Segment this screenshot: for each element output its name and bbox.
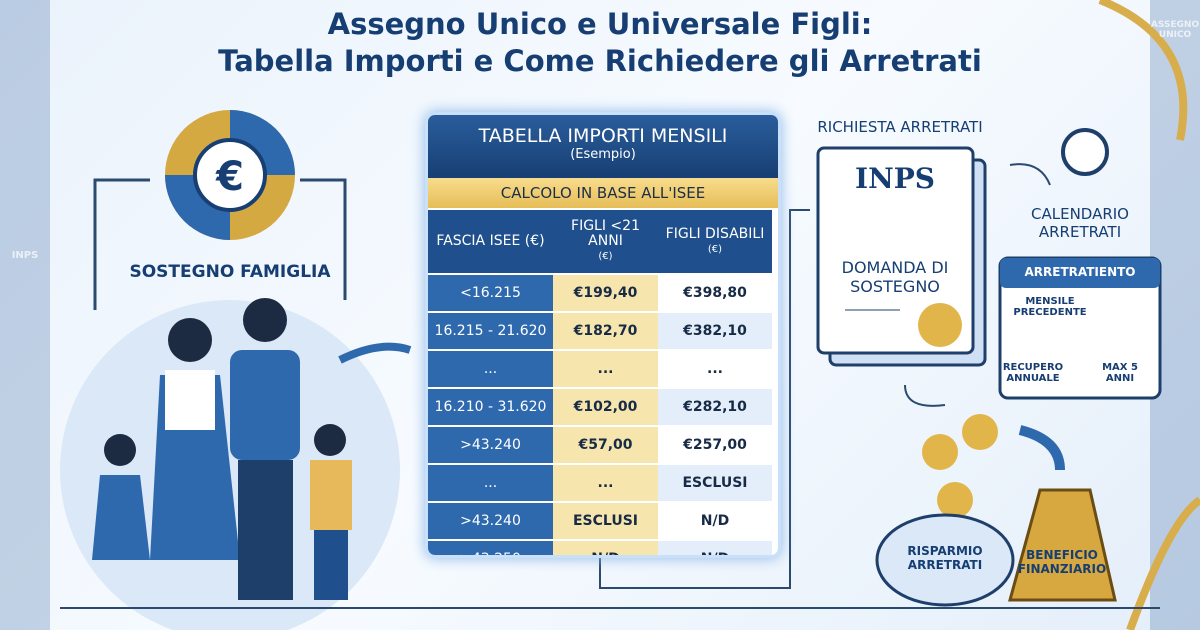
table-band: CALCOLO IN BASE ALL'ISEE — [428, 178, 778, 208]
table-cell: €182,70 — [553, 313, 658, 349]
table-cell: ESCLUSI — [658, 465, 772, 501]
table-cell: 16.210 - 31.620 — [428, 389, 553, 425]
header-label: FIGLI <21 ANNI — [571, 218, 640, 249]
header-cell: FIGLI DISABILI (€) — [658, 210, 772, 273]
amount-table: TABELLA IMPORTI MENSILI (Esempio) CALCOLO… — [425, 112, 781, 558]
table-row: >43.250N/DN/D — [428, 539, 778, 555]
title-line: Tabella Importi e Come Richiedere gli Ar… — [218, 44, 982, 78]
decor-circle — [922, 434, 958, 470]
header-cell: FASCIA ISEE (€) — [428, 210, 553, 273]
decor-path — [1008, 488, 1117, 602]
header-cell: FIGLI <21 ANNI (€) — [553, 210, 658, 273]
decor-text: € — [215, 154, 244, 200]
decor-circle — [168, 318, 212, 362]
table-subtitle: (Esempio) — [570, 147, 636, 162]
table-cell: €398,80 — [658, 275, 772, 311]
decor-path — [1126, 496, 1200, 630]
table-cell: 16.215 - 21.620 — [428, 313, 553, 349]
decor-rect — [238, 460, 293, 600]
calendar-right: MAX 5 ANNI — [1102, 362, 1138, 384]
title: Assegno Unico e Universale Figli: Tabell… — [0, 6, 1200, 80]
table-cell: €282,10 — [658, 389, 772, 425]
table-row: >43.240 ESCLUSI N/D — [428, 501, 778, 539]
decor-path — [1098, 0, 1188, 141]
decor-path — [904, 384, 946, 407]
header-row: FASCIA ISEE (€) FIGLI <21 ANNI (€) FIGLI DI… — [428, 208, 778, 273]
piggy-label: RISPARMIO ARRETRATI — [907, 544, 983, 572]
calendar-header: ARRETRATIENTO — [1024, 265, 1136, 279]
table-cell: ... — [553, 351, 658, 387]
table-cell: N/D — [553, 541, 658, 555]
decor-circle — [962, 414, 998, 450]
decor-circle — [918, 303, 962, 347]
decor-circle — [104, 434, 136, 466]
doc-text: DOMANDA DI SOSTEGNO — [841, 258, 949, 296]
decor-circle — [193, 138, 267, 212]
decor-rect — [0, 0, 50, 630]
left-label: SOSTEGNO FAMIGLIA — [129, 262, 331, 282]
header-unit: (€) — [707, 243, 723, 255]
table-cell: €102,00 — [553, 389, 658, 425]
table-row: 16.210 - 31.620 €102,00 €282,10 — [428, 387, 778, 425]
table-cell: €199,40 — [553, 275, 658, 311]
table-row: <16.215 €199,40 €398,80 — [428, 273, 778, 311]
table-heading: TABELLA IMPORTI MENSILI — [478, 125, 728, 147]
table-cell: >43.250 — [428, 541, 553, 555]
table-cell: €257,00 — [658, 427, 772, 463]
table-cell: ... — [428, 351, 553, 387]
table-cell: ... — [553, 465, 658, 501]
header-unit: (€) — [598, 251, 613, 262]
table-cell: ... — [658, 351, 772, 387]
calendar-title: CALENDARIO ARRETRATI — [1031, 205, 1129, 241]
decor-circle — [243, 298, 287, 342]
decor-circle — [1061, 128, 1109, 176]
bag-label: BENEFICIO FINANZIARIO — [1017, 548, 1107, 576]
table-row: ...... ESCLUSI — [428, 463, 778, 501]
decor-path — [599, 209, 810, 589]
decor-ellipse — [875, 513, 1015, 607]
decor-rect — [314, 530, 348, 600]
table-cell: >43.240 — [428, 427, 553, 463]
calendar-row: MENSILE PRECEDENTE — [1013, 296, 1087, 318]
table-row: >43.240 €57,00 €257,00 — [428, 425, 778, 463]
table-cell: >43.240 — [428, 503, 553, 539]
decor-path — [1009, 163, 1051, 186]
table-cell: ... — [428, 465, 553, 501]
table-cell: N/D — [658, 541, 772, 555]
header-label: FASCIA ISEE (€) — [436, 233, 545, 249]
table-cell: ESCLUSI — [553, 503, 658, 539]
decor-path — [93, 178, 347, 310]
table-row: ......... — [428, 349, 778, 387]
decor-rect — [230, 350, 300, 460]
decor-path — [92, 475, 150, 560]
right-title: RICHIESTA ARRETRATI — [817, 118, 983, 136]
decor-rect — [1000, 258, 1160, 288]
decor-rect — [816, 146, 975, 355]
table-title: TABELLA IMPORTI MENSILI (Esempio) — [428, 115, 778, 178]
decor-path — [1018, 425, 1065, 471]
watermark: INPS — [11, 250, 39, 261]
decor-path — [338, 342, 412, 364]
title-line: Assegno Unico e Universale Figli: — [327, 7, 873, 41]
doc-logo: INPS — [855, 162, 935, 195]
table-cell: €382,10 — [658, 313, 772, 349]
header-label: FIGLI DISABILI — [665, 225, 765, 242]
table-cell: €57,00 — [553, 427, 658, 463]
decor-rect — [165, 370, 215, 430]
decor-rect — [310, 460, 352, 530]
calendar-left: RECUPERO ANNUALE — [1002, 362, 1064, 384]
decor-circle — [314, 424, 346, 456]
table-cell: N/D — [658, 503, 772, 539]
watermark: ASSEGNO UNICO — [1150, 20, 1200, 40]
table-body: FASCIA ISEE (€) FIGLI <21 ANNI (€) FIGLI DI… — [428, 208, 778, 555]
decor-circle — [937, 482, 973, 518]
table-row: 16.215 - 21.620 €182,70 €382,10 — [428, 311, 778, 349]
table-cell: <16.215 — [428, 275, 553, 311]
